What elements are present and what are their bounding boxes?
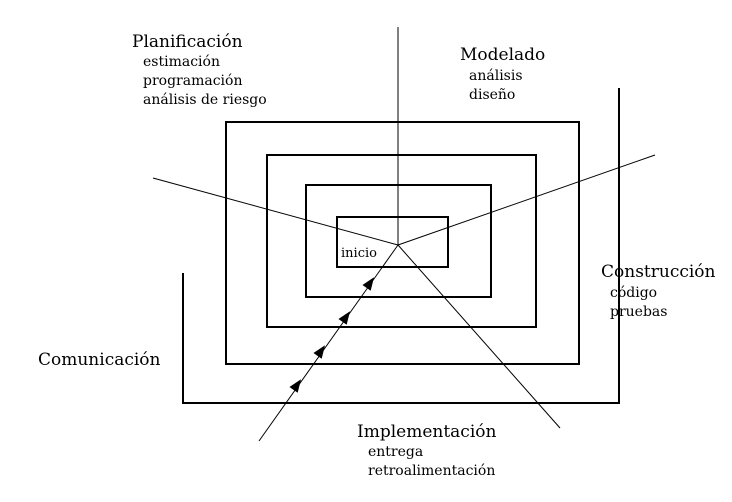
phase-implementacion: Implementación entrega retroalimentación <box>357 422 496 481</box>
phase-item: entrega <box>368 444 424 460</box>
axis-line-down-right <box>397 244 561 429</box>
spiral-level-3-rect <box>266 154 537 328</box>
spiral-level-4-rect <box>225 121 580 365</box>
axis-line-right <box>397 154 656 246</box>
phase-title-planificacion: Planificación <box>132 32 243 52</box>
phase-item: análisis <box>469 68 523 84</box>
phase-item: análisis de riesgo <box>143 92 267 108</box>
arrowhead-1 <box>362 277 375 291</box>
phase-modelado: Modelado análisis diseño <box>460 45 545 105</box>
arrowhead-4 <box>289 379 302 393</box>
spiral-outer-arm <box>182 88 620 404</box>
phase-title-modelado: Modelado <box>460 45 546 65</box>
center-label: inicio <box>341 246 377 261</box>
phase-item: estimación <box>143 54 220 70</box>
phase-construccion: Construcción código pruebas <box>601 262 715 322</box>
arrowhead-3 <box>313 345 326 359</box>
phase-title-comunicacion: Comunicación <box>38 350 161 370</box>
spiral-level-1-rect <box>336 216 449 268</box>
phase-title-construccion: Construcción <box>601 262 716 282</box>
axis-line-left <box>152 177 399 246</box>
phase-item: diseño <box>469 87 516 103</box>
phase-item: código <box>610 285 658 301</box>
axis-line-down-left <box>258 244 399 442</box>
phase-item: pruebas <box>610 304 668 320</box>
arrowhead-2 <box>338 311 351 325</box>
phase-item: retroalimentación <box>368 463 496 479</box>
phase-item: programación <box>143 73 243 89</box>
phase-title-implementacion: Implementación <box>357 422 497 442</box>
phase-planificacion: Planificación estimación programación an… <box>132 32 267 110</box>
